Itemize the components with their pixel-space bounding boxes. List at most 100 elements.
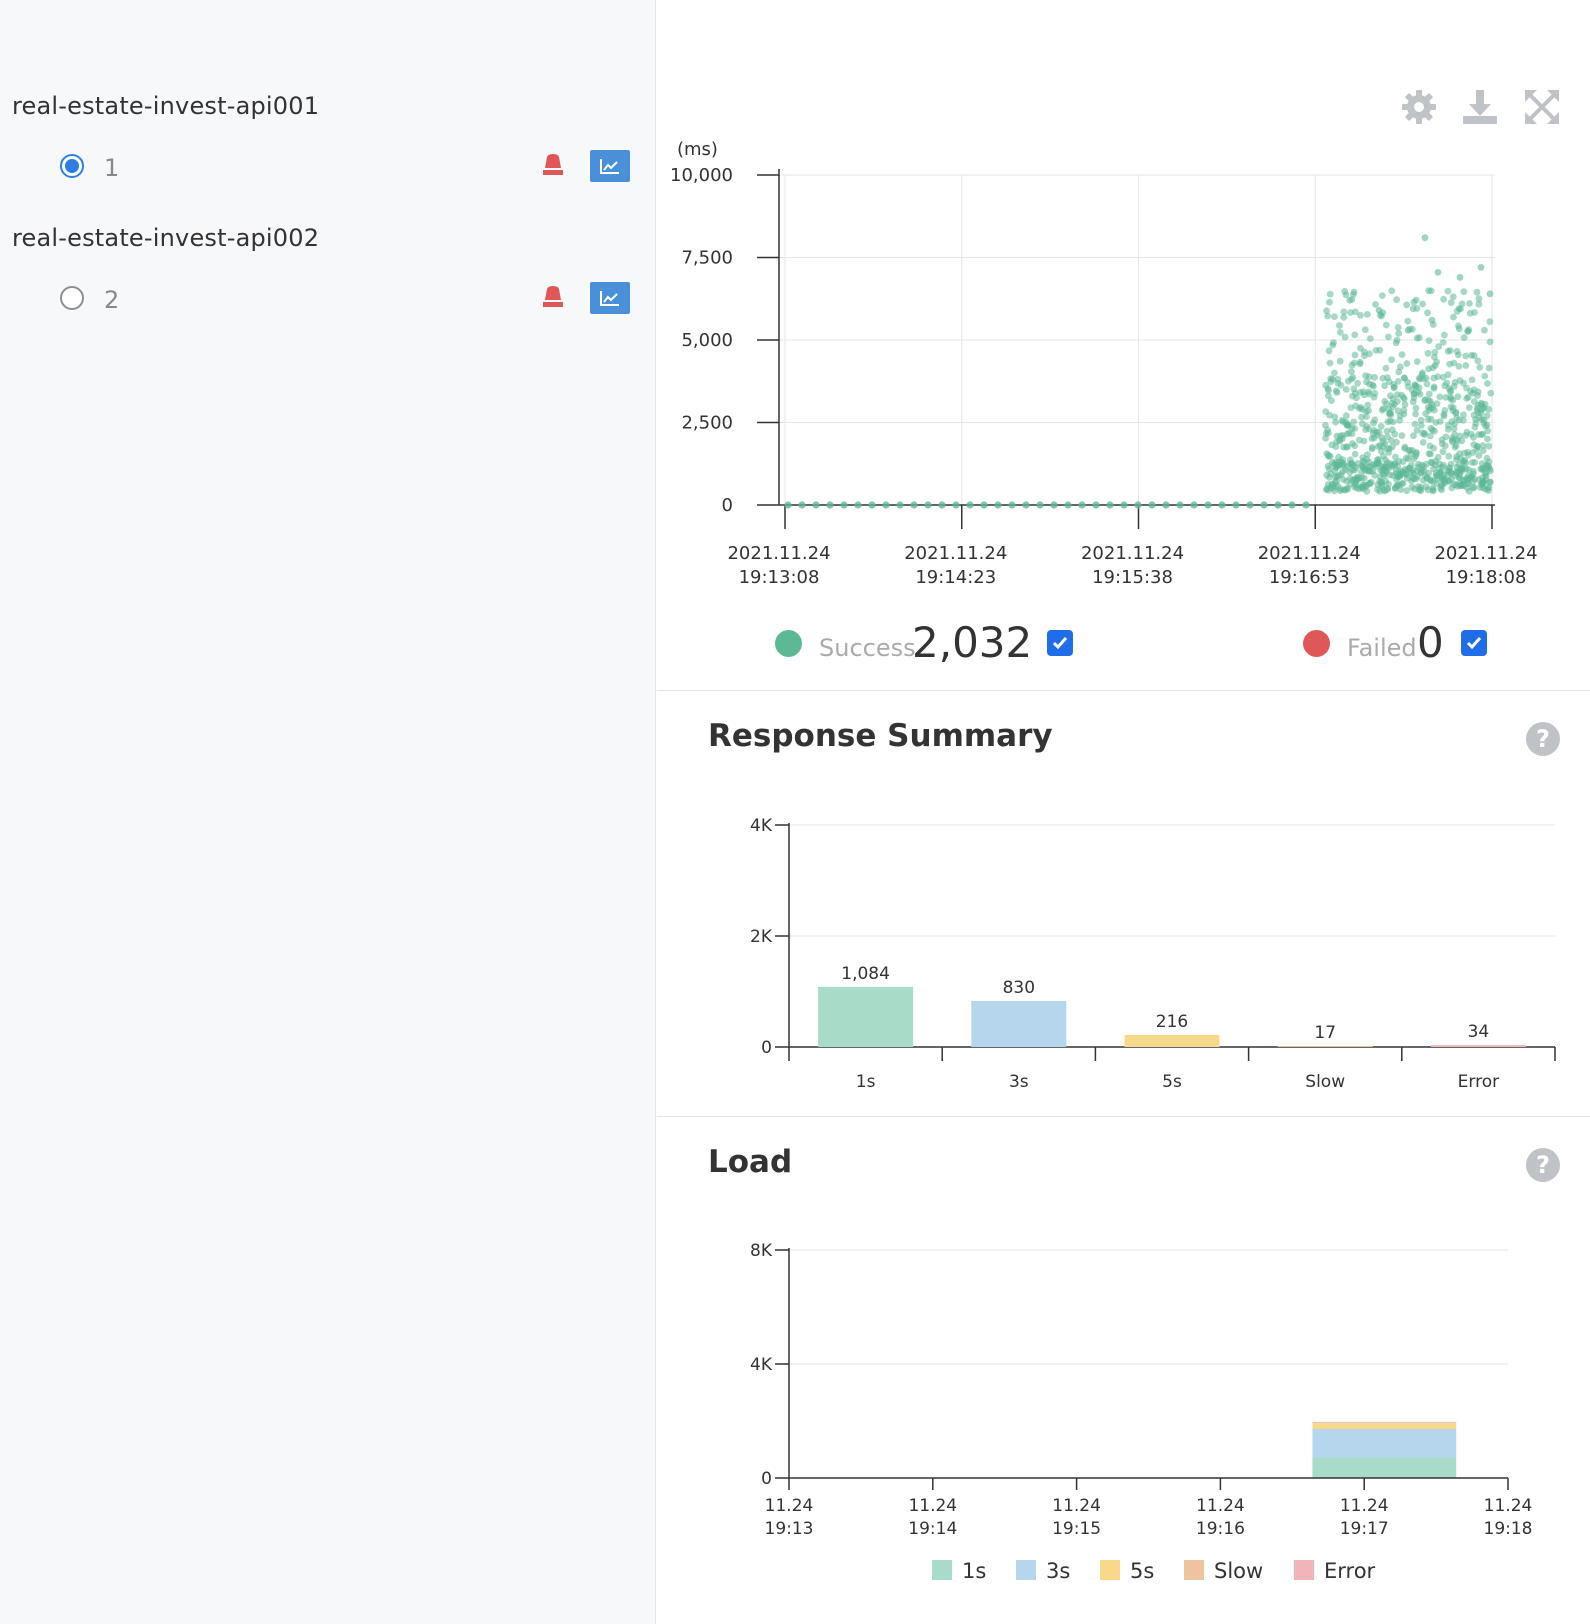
legend-label[interactable]: 1s: [962, 1559, 986, 1583]
success-point: [1470, 386, 1478, 394]
agent-radio[interactable]: [60, 286, 84, 310]
success-point: [1434, 475, 1441, 483]
success-point: [1450, 425, 1458, 433]
success-point: [1341, 287, 1349, 295]
success-point: [1474, 392, 1481, 399]
legend-swatch: [1016, 1560, 1036, 1580]
alarm-bell-icon[interactable]: [540, 152, 566, 178]
success-point: [1351, 331, 1359, 339]
success-point: [1410, 475, 1418, 482]
fullscreen-icon[interactable]: [1523, 88, 1561, 126]
legend-label[interactable]: 3s: [1046, 1559, 1070, 1583]
x-tick-label: 5s: [1162, 1072, 1182, 1090]
success-checkbox[interactable]: [1047, 630, 1073, 656]
legend-label[interactable]: Slow: [1214, 1559, 1263, 1583]
inspector-chart-button[interactable]: [590, 150, 630, 182]
success-point: [1354, 379, 1361, 387]
success-point: [1476, 363, 1484, 371]
success-point: [1341, 486, 1349, 494]
success-point: [1288, 501, 1296, 509]
success-point: [1385, 480, 1392, 488]
agent-radio[interactable]: [60, 154, 84, 178]
failed-count: 0: [1417, 618, 1444, 667]
legend-label[interactable]: Error: [1324, 1559, 1376, 1583]
success-point: [1473, 288, 1481, 296]
success-point: [1438, 486, 1445, 494]
success-point: [1475, 295, 1483, 303]
success-point: [1120, 501, 1128, 509]
success-point: [1351, 442, 1358, 450]
success-point: [1376, 346, 1384, 354]
success-point: [1468, 376, 1476, 384]
failed-checkbox[interactable]: [1461, 630, 1487, 656]
bar[interactable]: [818, 986, 914, 1047]
success-point: [1456, 479, 1464, 487]
bar[interactable]: [1430, 1045, 1526, 1047]
bar[interactable]: [971, 1000, 1067, 1047]
inspector-chart-button[interactable]: [590, 282, 630, 314]
y-tick-label: 2,500: [681, 413, 733, 434]
success-point: [1410, 432, 1417, 440]
load-stacked-chart[interactable]: 8K 4K 0 11.24 19:13 11.24 19:14 11.24 19:15 11.24…: [657, 1215, 1590, 1615]
legend-swatch: [1184, 1560, 1204, 1580]
success-point: [1481, 372, 1489, 380]
x-tick-label: 11.24: [765, 1496, 814, 1516]
success-point: [1162, 501, 1170, 509]
success-point: [1419, 300, 1426, 308]
success-point: [1413, 450, 1420, 458]
success-point: [1441, 407, 1449, 414]
success-point: [1332, 418, 1339, 426]
help-icon[interactable]: ?: [1525, 1147, 1561, 1183]
success-point: [1331, 313, 1338, 320]
success-point: [1479, 478, 1487, 485]
alarm-bell-icon[interactable]: [540, 284, 566, 310]
success-point: [1486, 338, 1494, 346]
response-time-scatter-chart[interactable]: (ms) 10,000 7,500 5,000 2,500 0 2021.11.24 19:…: [657, 130, 1590, 600]
success-point: [1232, 501, 1240, 509]
help-icon[interactable]: ?: [1525, 721, 1561, 757]
success-point: [1381, 472, 1388, 479]
success-point: [1439, 373, 1447, 381]
x-tick-label: 19:14: [908, 1519, 957, 1539]
success-point: [1395, 368, 1403, 376]
success-point: [1456, 450, 1463, 458]
success-point: [1380, 466, 1388, 474]
y-tick-label: 8K: [750, 1241, 773, 1261]
y-tick-label: 7,500: [681, 248, 733, 269]
success-point: [980, 501, 988, 509]
success-point: [1394, 324, 1402, 331]
success-point: [1445, 477, 1452, 485]
success-point: [1393, 438, 1400, 446]
load-area-segment: [1312, 1421, 1457, 1423]
agent-row[interactable]: 1: [60, 148, 635, 188]
success-point: [1361, 352, 1368, 360]
success-point: [1424, 309, 1431, 317]
download-icon[interactable]: [1461, 88, 1499, 126]
bar-value-label: 830: [1003, 978, 1035, 998]
legend-label[interactable]: 5s: [1130, 1559, 1154, 1583]
success-point: [1337, 432, 1345, 440]
success-point: [1428, 316, 1436, 324]
bar[interactable]: [1277, 1046, 1373, 1047]
success-point: [1464, 393, 1472, 401]
success-point: [1370, 419, 1377, 427]
success-point: [1471, 459, 1479, 466]
success-point: [1486, 290, 1494, 298]
success-point: [1343, 430, 1351, 438]
success-point: [1403, 301, 1411, 309]
load-area-segment: [1312, 1423, 1457, 1429]
success-point: [1416, 390, 1424, 398]
success-point: [1435, 343, 1442, 350]
response-summary-bar-chart[interactable]: 4K 2K 0 1s 3s 5s Slow Error 1,084 830 216 17 34: [657, 790, 1590, 1090]
success-point: [1354, 473, 1362, 481]
bar[interactable]: [1124, 1035, 1220, 1047]
gear-icon[interactable]: [1400, 88, 1438, 126]
success-point: [1453, 307, 1461, 315]
success-point: [1394, 472, 1401, 480]
success-point: [1413, 305, 1421, 312]
success-point: [1425, 396, 1432, 404]
agent-row[interactable]: 2: [60, 280, 635, 320]
success-point: [1332, 443, 1340, 451]
success-point: [1473, 407, 1481, 415]
success-point: [1453, 468, 1460, 476]
